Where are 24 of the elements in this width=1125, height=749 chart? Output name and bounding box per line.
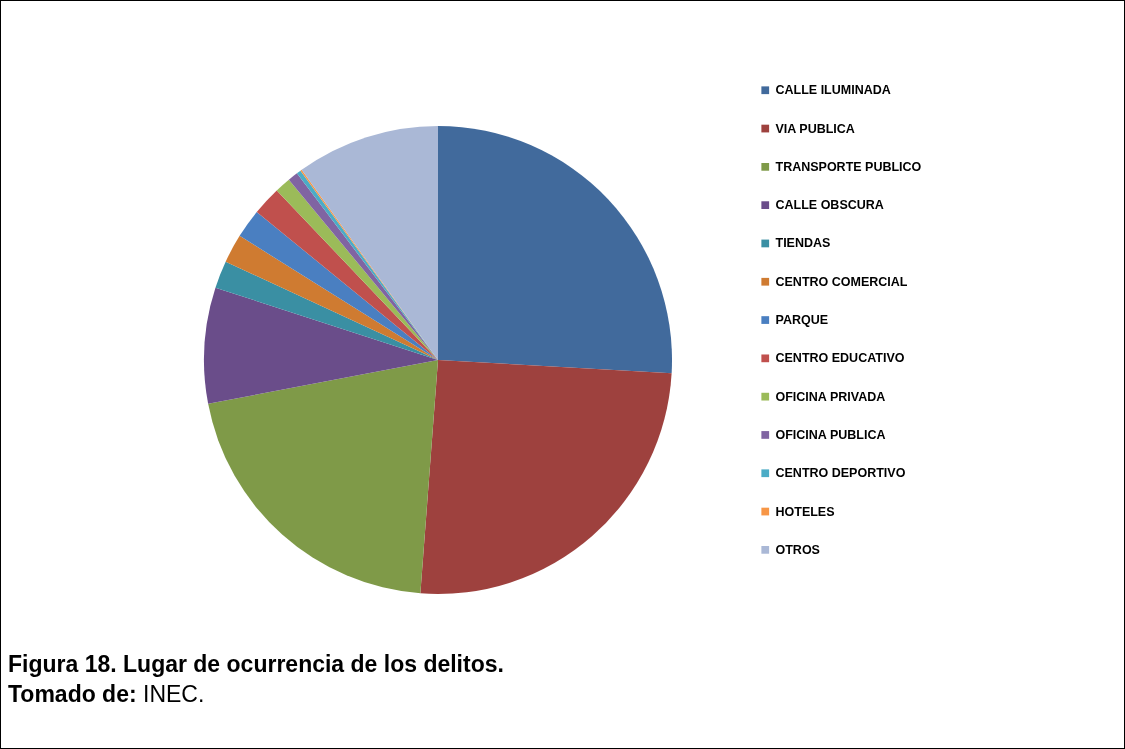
legend-label: CALLE ILUMINADA bbox=[775, 83, 891, 98]
pie-slice bbox=[208, 360, 438, 594]
legend-label: CENTRO DEPORTIVO bbox=[775, 466, 906, 481]
legend-label: HOTELES bbox=[775, 504, 835, 519]
pie-slice bbox=[215, 261, 438, 360]
pie-slice bbox=[204, 287, 438, 404]
legend-label: VIA PUBLICA bbox=[775, 121, 855, 136]
text: Tomado de: INEC. bbox=[8, 680, 206, 709]
legend-label: TRANSPORTE PUBLICO bbox=[775, 159, 922, 174]
pie-slice bbox=[239, 211, 438, 360]
pie-slice bbox=[225, 235, 438, 360]
legend-label: CALLE OBSCURA bbox=[775, 198, 884, 213]
pie-slice bbox=[256, 190, 438, 360]
legend-label: OTROS bbox=[775, 542, 820, 557]
legend-label: PARQUE bbox=[775, 313, 829, 328]
text: Figura 18. Lugar de ocurrencia de los delitos. bbox=[8, 650, 504, 679]
pie-slice bbox=[420, 360, 672, 594]
pie-slice bbox=[438, 126, 672, 374]
legend-label: OFICINA PRIVADA bbox=[775, 389, 886, 404]
pie-slice bbox=[301, 126, 438, 360]
legend-label: TIENDAS bbox=[775, 236, 831, 251]
legend-label: OFICINA PUBLICA bbox=[775, 427, 886, 442]
legend-label: CENTRO COMERCIAL bbox=[775, 274, 908, 289]
legend-label: CENTRO EDUCATIVO bbox=[775, 351, 905, 366]
